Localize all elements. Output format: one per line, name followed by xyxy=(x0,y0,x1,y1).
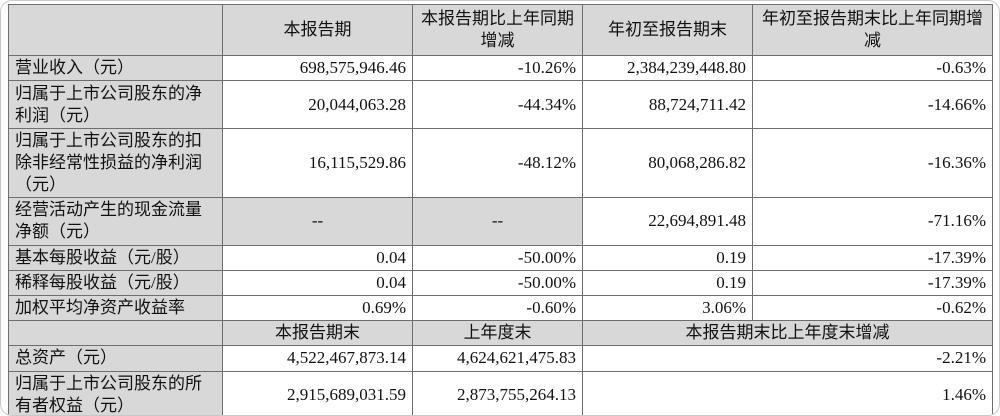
value-cell-empty: -- xyxy=(412,197,583,246)
value-cell: -50.00% xyxy=(412,244,583,271)
header-year-to-date: 年初至报告期末 xyxy=(582,4,753,56)
value-cell: 22,694,891.48 xyxy=(582,197,753,246)
row-label: 归属于上市公司股东的所有者权益（元） xyxy=(8,370,223,415)
value-cell: -2.21% xyxy=(582,344,993,372)
row-label: 稀释每股收益（元/股） xyxy=(8,269,223,296)
row-label: 基本每股收益（元/股） xyxy=(8,244,223,271)
value-cell: 3.06% xyxy=(582,294,753,321)
table-header-row-period-end: 本报告期末 上年度末 本报告期末比上年度末增减 xyxy=(8,319,993,346)
header-current-period: 本报告期 xyxy=(222,4,413,56)
table-header-row-quarter: 本报告期 本报告期比上年同期增减 年初至报告期末 年初至报告期末比上年同期增减 xyxy=(8,4,993,56)
value-cell: 0.69% xyxy=(222,294,413,321)
row-label: 营业收入（元） xyxy=(8,54,223,82)
table-row-net-profit: 归属于上市公司股东的净利润（元） 20,044,063.28 -44.34% 8… xyxy=(8,80,993,130)
value-cell: 2,384,239,448.80 xyxy=(582,54,753,82)
value-cell: 0.19 xyxy=(582,269,753,296)
row-label: 经营活动产生的现金流量净额（元） xyxy=(8,197,223,246)
row-label: 总资产（元） xyxy=(8,344,223,372)
header-blank xyxy=(8,319,223,346)
value-cell: -44.34% xyxy=(412,80,583,130)
value-cell-empty: -- xyxy=(222,197,413,246)
value-cell: 4,522,467,873.14 xyxy=(222,344,413,372)
header-period-end-change: 本报告期末比上年度末增减 xyxy=(582,319,993,346)
value-cell: 1.46% xyxy=(582,370,993,415)
table-row-total-assets: 总资产（元） 4,522,467,873.14 4,624,621,475.83… xyxy=(8,344,993,372)
value-cell: 0.19 xyxy=(582,244,753,271)
financial-summary-table: 本报告期 本报告期比上年同期增减 年初至报告期末 年初至报告期末比上年同期增减 … xyxy=(8,4,993,415)
value-cell: -0.62% xyxy=(752,294,993,321)
value-cell: -16.36% xyxy=(752,128,993,199)
value-cell: 4,624,621,475.83 xyxy=(412,344,583,372)
row-label: 归属于上市公司股东的净利润（元） xyxy=(8,80,223,130)
value-cell: -48.12% xyxy=(412,128,583,199)
table-row-net-profit-excl-nonrecurring: 归属于上市公司股东的扣除非经常性损益的净利润（元） 16,115,529.86 … xyxy=(8,128,993,199)
header-year-to-date-change: 年初至报告期末比上年同期增减 xyxy=(752,4,993,56)
table-row-owners-equity: 归属于上市公司股东的所有者权益（元） 2,915,689,031.59 2,87… xyxy=(8,370,993,415)
value-cell: -71.16% xyxy=(752,197,993,246)
table-row-basic-eps: 基本每股收益（元/股） 0.04 -50.00% 0.19 -17.39% xyxy=(8,244,993,271)
value-cell: 88,724,711.42 xyxy=(582,80,753,130)
value-cell: -0.60% xyxy=(412,294,583,321)
header-current-period-change: 本报告期比上年同期增减 xyxy=(412,4,583,56)
value-cell: -17.39% xyxy=(752,244,993,271)
value-cell: 698,575,946.46 xyxy=(222,54,413,82)
value-cell: 0.04 xyxy=(222,269,413,296)
value-cell: -17.39% xyxy=(752,269,993,296)
table-row-operating-revenue: 营业收入（元） 698,575,946.46 -10.26% 2,384,239… xyxy=(8,54,993,82)
header-blank xyxy=(8,4,223,56)
value-cell: -10.26% xyxy=(412,54,583,82)
value-cell: -0.63% xyxy=(752,54,993,82)
value-cell: 2,915,689,031.59 xyxy=(222,370,413,415)
value-cell: -14.66% xyxy=(752,80,993,130)
table-row-weighted-avg-roe: 加权平均净资产收益率 0.69% -0.60% 3.06% -0.62% xyxy=(8,294,993,321)
header-prior-year-end: 上年度末 xyxy=(412,319,583,346)
table-row-diluted-eps: 稀释每股收益（元/股） 0.04 -50.00% 0.19 -17.39% xyxy=(8,269,993,296)
value-cell: -50.00% xyxy=(412,269,583,296)
row-label: 加权平均净资产收益率 xyxy=(8,294,223,321)
value-cell: 0.04 xyxy=(222,244,413,271)
value-cell: 20,044,063.28 xyxy=(222,80,413,130)
row-label: 归属于上市公司股东的扣除非经常性损益的净利润（元） xyxy=(8,128,223,199)
header-period-end: 本报告期末 xyxy=(222,319,413,346)
table-row-operating-cash-flow: 经营活动产生的现金流量净额（元） -- -- 22,694,891.48 -71… xyxy=(8,197,993,246)
value-cell: 80,068,286.82 xyxy=(582,128,753,199)
value-cell: 2,873,755,264.13 xyxy=(412,370,583,415)
value-cell: 16,115,529.86 xyxy=(222,128,413,199)
